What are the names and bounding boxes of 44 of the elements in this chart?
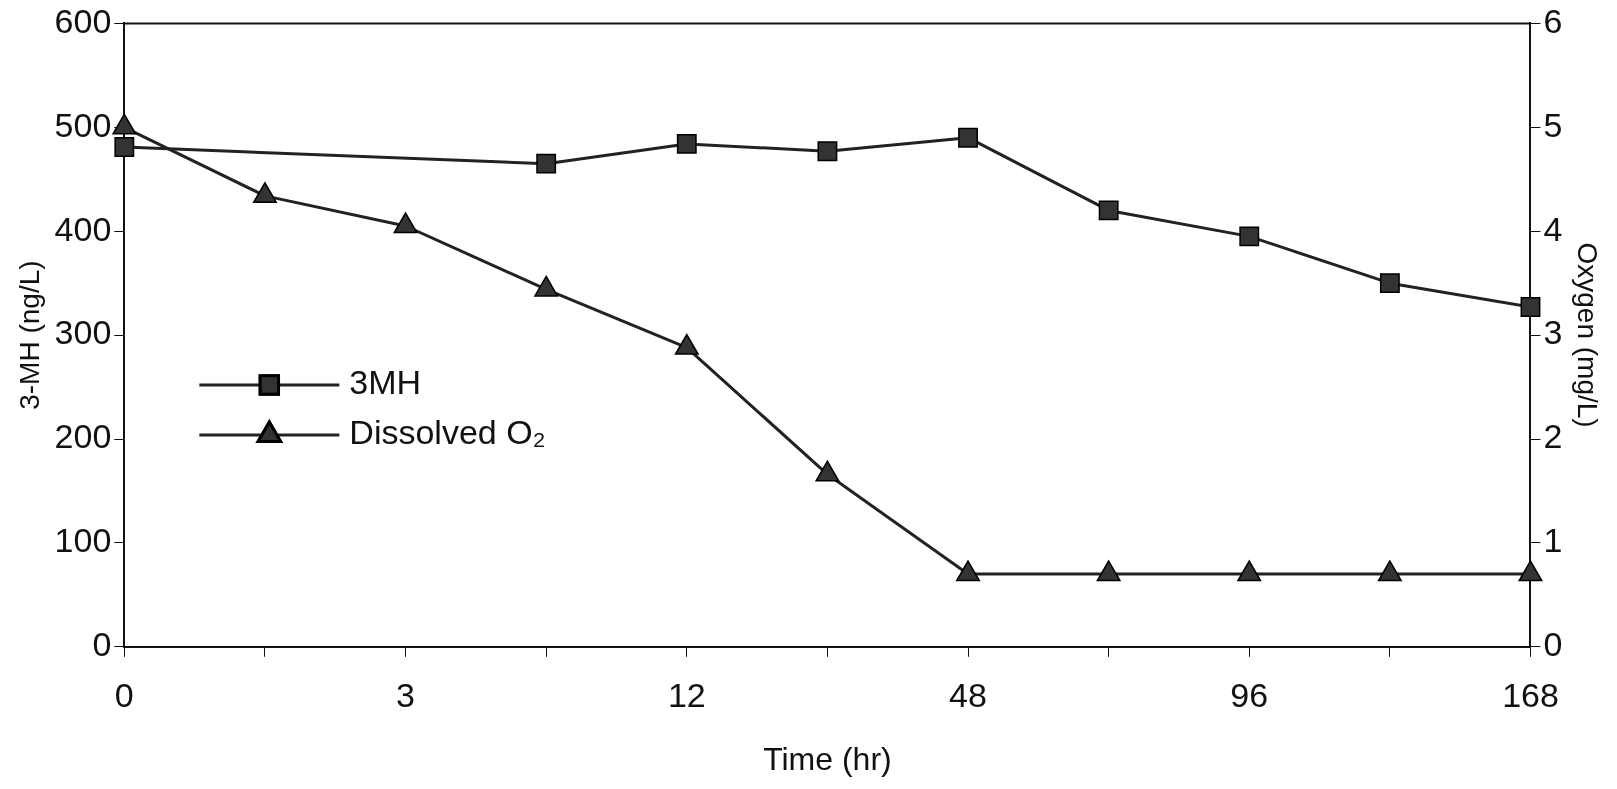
point: [1239, 226, 1260, 247]
y-tick-label: 100: [54, 521, 112, 560]
y2-tick-label: 0: [1543, 625, 1563, 664]
y-axis-title: 3-MH (ng/L): [13, 260, 45, 410]
y-tick-label: 600: [54, 1, 112, 40]
y2-tick-label: 6: [1543, 1, 1563, 40]
point: [1098, 200, 1119, 221]
legend-label: 3MH: [349, 363, 422, 402]
point: [536, 153, 557, 174]
legend-label: Dissolved O₂: [349, 413, 546, 452]
y2-tick-label: 5: [1543, 105, 1563, 144]
point: [815, 460, 840, 482]
point: [1518, 560, 1543, 582]
x-tick-label: 3: [396, 675, 416, 714]
y-tick-label: 500: [54, 105, 112, 144]
y2-tick-label: 2: [1543, 417, 1563, 456]
point: [676, 133, 697, 154]
x-axis-title: Time (hr): [763, 740, 892, 777]
y2-tick-label: 4: [1543, 209, 1563, 248]
point: [958, 127, 978, 148]
point: [393, 212, 418, 234]
point: [674, 333, 699, 355]
y-tick-label: 200: [54, 417, 112, 456]
point: [1379, 273, 1400, 294]
x-tick-label: 12: [667, 675, 706, 714]
y-tick-label: 300: [54, 313, 112, 352]
point: [1096, 560, 1121, 582]
point: [114, 137, 135, 157]
x-tick-label: 96: [1230, 675, 1269, 714]
x-tick-label: 168: [1502, 675, 1559, 714]
y2-axis-title: Oxygen (mg/L): [1572, 242, 1604, 428]
point: [1377, 560, 1402, 582]
point: [956, 560, 981, 582]
y-tick-label: 0: [92, 625, 112, 664]
point: [1520, 297, 1541, 317]
x-tick-label: 48: [949, 675, 987, 714]
y2-tick-label: 1: [1543, 521, 1563, 560]
point: [817, 141, 838, 162]
point: [112, 113, 137, 135]
point: [534, 275, 559, 297]
point: [252, 182, 277, 204]
y2-tick-label: 3: [1543, 313, 1563, 352]
point: [1237, 560, 1262, 582]
y-tick-label: 400: [54, 209, 112, 248]
